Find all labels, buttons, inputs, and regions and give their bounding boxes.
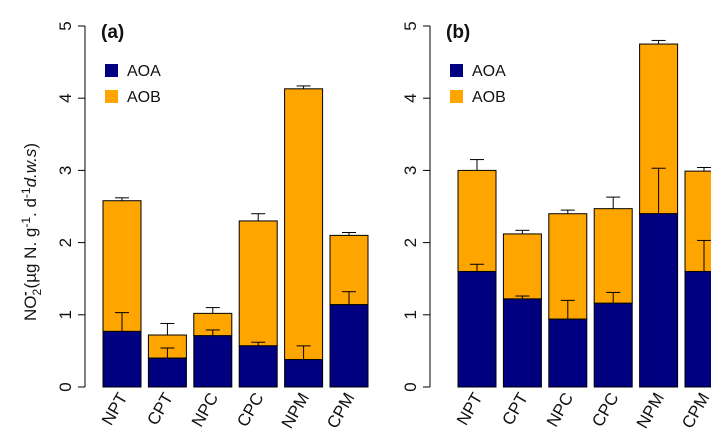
ylabel-close: ) bbox=[21, 143, 40, 149]
legend-swatch bbox=[105, 64, 118, 77]
ylabel-exponent-1: -1 bbox=[19, 217, 33, 228]
bar-aoa bbox=[238, 345, 278, 388]
x-tick-label: NPT bbox=[453, 390, 486, 429]
x-tick-label: CPT bbox=[498, 390, 531, 429]
bar-aoa bbox=[502, 298, 542, 388]
bar-aoa bbox=[147, 357, 187, 388]
chart-panel-a: 0 1 2 3 4 5 NPT CPT NPC CPC NPM CPM (a) AOA AOB bbox=[56, 21, 369, 432]
y-axis-label: NO2-(µg N. g-1. d-1d.w.s) bbox=[17, 143, 44, 321]
x-tick-label: CPM bbox=[323, 390, 358, 432]
y-tick-label: 1 bbox=[401, 310, 420, 319]
bar-aob bbox=[457, 169, 497, 272]
y-tick-label: 1 bbox=[56, 310, 75, 319]
bar-aoa bbox=[548, 318, 588, 388]
y-tick-label: 5 bbox=[56, 21, 75, 30]
legend-swatch bbox=[450, 64, 463, 77]
legend-label: AOA bbox=[472, 63, 506, 80]
bar-aob bbox=[284, 88, 324, 361]
y-tick-label: 2 bbox=[56, 238, 75, 247]
x-tick-label: CPC bbox=[588, 390, 622, 431]
ylabel-superscript: - bbox=[17, 291, 32, 295]
y-tick-label: 4 bbox=[401, 93, 420, 102]
bar-aob bbox=[102, 200, 142, 332]
x-tick-label: NPC bbox=[188, 390, 222, 431]
ylabel-subscript: 2 bbox=[30, 289, 44, 296]
y-tick-label: 3 bbox=[401, 166, 420, 175]
x-tick-label: NPM bbox=[633, 390, 668, 432]
ylabel-unit-b: . d bbox=[21, 198, 40, 217]
bar-aoa bbox=[684, 270, 711, 388]
y-tick-label: 5 bbox=[401, 21, 420, 30]
bar-aoa bbox=[193, 335, 233, 388]
x-tick-label: NPM bbox=[278, 390, 313, 432]
ylabel-unit-a: (µg N. g bbox=[21, 228, 40, 289]
panel-title: (a) bbox=[101, 22, 124, 43]
x-tick-label: NPC bbox=[543, 390, 577, 431]
bar-aoa bbox=[639, 213, 679, 388]
y-tick-label: 3 bbox=[56, 166, 75, 175]
bar-aoa bbox=[102, 330, 142, 388]
bar-aob bbox=[684, 170, 711, 272]
legend-label: AOB bbox=[127, 89, 161, 106]
ylabel-prefix: NO bbox=[21, 296, 40, 322]
bar-aob bbox=[593, 208, 633, 304]
x-tick-label: CPT bbox=[143, 390, 176, 429]
panel-title: (b) bbox=[446, 22, 470, 43]
y-tick-label: 2 bbox=[401, 238, 420, 247]
bar-aoa bbox=[284, 359, 324, 388]
legend-swatch bbox=[450, 90, 463, 103]
legend-label: AOB bbox=[472, 89, 506, 106]
bar-aob bbox=[502, 233, 542, 300]
legend-label: AOA bbox=[127, 63, 161, 80]
y-tick-label: 0 bbox=[401, 382, 420, 391]
bar-aob bbox=[238, 220, 278, 347]
bar-aoa bbox=[593, 302, 633, 388]
ylabel-italic-unit: d.w.s bbox=[21, 148, 40, 187]
bar-aoa bbox=[457, 270, 497, 388]
y-tick-label: 4 bbox=[56, 93, 75, 102]
chart-panel-b: 0 1 2 3 4 5 NPT CPT NPC CPC NPM CPM (b) AOA AOB bbox=[401, 21, 711, 432]
x-tick-label: CPC bbox=[233, 390, 267, 431]
bar-aoa bbox=[329, 304, 369, 388]
ylabel-exponent-2: -1 bbox=[19, 187, 33, 198]
y-tick-label: 0 bbox=[56, 382, 75, 391]
x-tick-label: CPM bbox=[678, 390, 711, 432]
legend-swatch bbox=[105, 90, 118, 103]
x-tick-label: NPT bbox=[98, 390, 131, 429]
